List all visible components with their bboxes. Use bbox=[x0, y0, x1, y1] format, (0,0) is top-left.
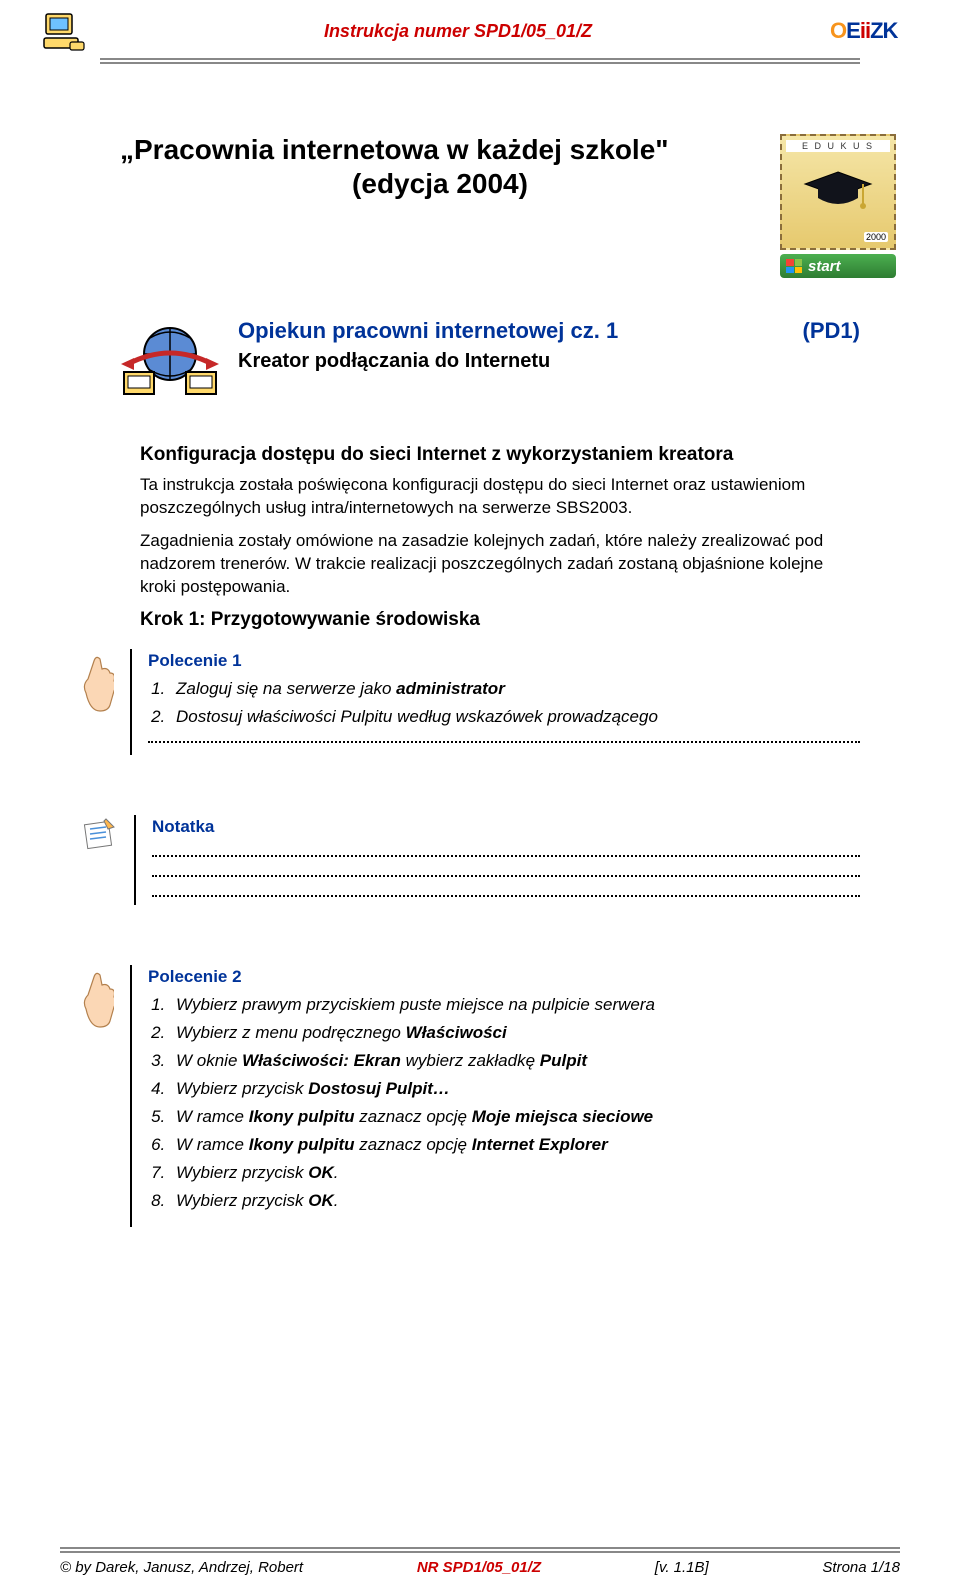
dotted-divider bbox=[152, 875, 860, 877]
polecenie-1-box: Polecenie 1 Zaloguj się na serwerze jako… bbox=[130, 649, 860, 755]
subtitle-text: Opiekun pracowni internetowej cz. 1 (PD1… bbox=[238, 318, 920, 373]
list-item: W ramce Ikony pulpitu zaznacz opcję Inte… bbox=[170, 1135, 860, 1155]
edukus-stamp: E D U K U S 2000 start bbox=[780, 134, 900, 278]
body-block: Konfiguracja dostępu do sieci Internet z… bbox=[140, 444, 860, 631]
footer-version: [v. 1.1B] bbox=[655, 1559, 709, 1576]
notatka-label: Notatka bbox=[152, 817, 860, 837]
start-label: start bbox=[808, 258, 841, 275]
list-item: Wybierz prawym przyciskiem puste miejsce… bbox=[170, 995, 860, 1015]
header-doc-id: Instrukcja numer SPD1/05_01/Z bbox=[96, 21, 820, 42]
polecenie-1-list: Zaloguj się na serwerze jako administrat… bbox=[170, 679, 860, 727]
polecenie-1-label: Polecenie 1 bbox=[148, 651, 860, 671]
list-item: W oknie Właściwości: Ekran wybierz zakła… bbox=[170, 1051, 860, 1071]
dotted-divider bbox=[148, 741, 860, 743]
polecenie-1-section: Polecenie 1 Zaloguj się na serwerze jako… bbox=[80, 649, 860, 755]
computer-clipart-icon bbox=[40, 8, 86, 54]
dotted-divider bbox=[152, 895, 860, 897]
list-item: Wybierz przycisk Dostosuj Pulpit… bbox=[170, 1079, 860, 1099]
section-heading: Konfiguracja dostępu do sieci Internet z… bbox=[140, 444, 860, 466]
edition-label: (edycja 2004) bbox=[120, 168, 760, 200]
list-item: Wybierz przycisk OK. bbox=[170, 1191, 860, 1211]
title-block: „Pracownia internetowa w każdej szkole" … bbox=[40, 134, 920, 278]
pointing-hand-icon bbox=[80, 965, 114, 1025]
notatka-box: Notatka bbox=[134, 815, 860, 905]
network-clipart-icon bbox=[120, 318, 220, 408]
footer-doc-nr: NR SPD1/05_01/Z bbox=[417, 1559, 541, 1576]
list-item: Dostosuj właściwości Pulpitu według wska… bbox=[170, 707, 860, 727]
notatka-section: Notatka bbox=[80, 815, 860, 905]
oeiizk-logo: OEiiZK bbox=[830, 17, 920, 45]
footer-row: © by Darek, Janusz, Andrzej, Robert NR S… bbox=[40, 1559, 920, 1576]
pointing-hand-icon bbox=[80, 649, 114, 709]
footer-authors: © by Darek, Janusz, Andrzej, Robert bbox=[60, 1559, 303, 1576]
stamp-frame: E D U K U S 2000 bbox=[780, 134, 896, 250]
footer-divider bbox=[60, 1547, 900, 1553]
dotted-divider bbox=[152, 855, 860, 857]
polecenie-2-box: Polecenie 2 Wybierz prawym przyciskiem p… bbox=[130, 965, 860, 1227]
polecenie-2-list: Wybierz prawym przyciskiem puste miejsce… bbox=[170, 995, 860, 1211]
list-item: Wybierz z menu podręcznego Właściwości bbox=[170, 1023, 860, 1043]
page-footer: © by Darek, Janusz, Andrzej, Robert NR S… bbox=[40, 1547, 920, 1576]
title-text: „Pracownia internetowa w każdej szkole" … bbox=[40, 134, 760, 200]
note-pad-icon bbox=[80, 815, 118, 853]
subtitle-right: (PD1) bbox=[803, 318, 920, 344]
page-header: Instrukcja numer SPD1/05_01/Z OEiiZK bbox=[40, 0, 920, 54]
list-item: Zaloguj się na serwerze jako administrat… bbox=[170, 679, 860, 699]
start-button[interactable]: start bbox=[780, 254, 896, 278]
header-divider bbox=[100, 58, 860, 64]
subtitle-row: Opiekun pracowni internetowej cz. 1 (PD1… bbox=[40, 318, 920, 408]
polecenie-2-section: Polecenie 2 Wybierz prawym przyciskiem p… bbox=[80, 965, 860, 1227]
polecenie-2-label: Polecenie 2 bbox=[148, 967, 860, 987]
subtitle-left: Opiekun pracowni internetowej cz. 1 bbox=[238, 318, 618, 343]
windows-flag-icon bbox=[786, 259, 802, 273]
stamp-year: 2000 bbox=[864, 232, 888, 242]
list-item: W ramce Ikony pulpitu zaznacz opcję Moje… bbox=[170, 1107, 860, 1127]
document-page: Instrukcja numer SPD1/05_01/Z OEiiZK „Pr… bbox=[0, 0, 960, 1594]
subtitle-line2: Kreator podłączania do Internetu bbox=[238, 350, 920, 373]
footer-page: Strona 1/18 bbox=[822, 1559, 900, 1576]
step-heading: Krok 1: Przygotowywanie środowiska bbox=[140, 609, 860, 631]
paragraph-1: Ta instrukcja została poświęcona konfigu… bbox=[140, 474, 860, 520]
list-item: Wybierz przycisk OK. bbox=[170, 1163, 860, 1183]
subtitle-line1: Opiekun pracowni internetowej cz. 1 (PD1… bbox=[238, 318, 920, 344]
paragraph-2: Zagadnienia zostały omówione na zasadzie… bbox=[140, 530, 860, 599]
main-title: „Pracownia internetowa w każdej szkole" bbox=[120, 134, 760, 166]
stamp-label: E D U K U S bbox=[786, 140, 890, 152]
graduation-cap-icon bbox=[803, 170, 873, 216]
